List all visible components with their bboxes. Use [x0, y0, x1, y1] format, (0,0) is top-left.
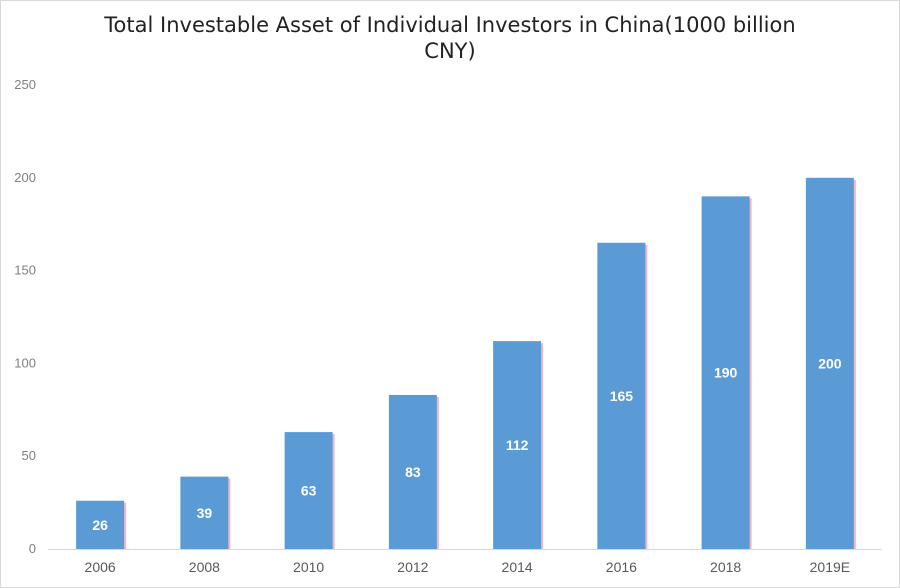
- x-tick-label: 2010: [293, 559, 324, 575]
- x-tick-label: 2016: [606, 559, 637, 575]
- chart-title: Total Investable Asset of Individual Inv…: [104, 13, 796, 63]
- bar: [284, 432, 333, 549]
- y-tick-label: 100: [14, 355, 36, 370]
- data-label: 190: [714, 365, 738, 381]
- data-label: 200: [818, 355, 842, 371]
- y-tick-label: 250: [14, 77, 36, 92]
- data-label: 112: [506, 437, 529, 453]
- data-label: 26: [92, 517, 108, 533]
- bar: [76, 500, 125, 549]
- x-tick-label: 2008: [189, 559, 220, 575]
- bar: [388, 394, 437, 549]
- data-label: 63: [301, 483, 317, 499]
- y-tick-label: 0: [29, 541, 36, 556]
- data-label: 165: [610, 388, 634, 404]
- x-tick-label: 2006: [85, 559, 116, 575]
- y-tick-label: 200: [14, 170, 36, 185]
- y-tick-label: 150: [14, 263, 36, 278]
- bar: [597, 242, 646, 549]
- bar: [805, 177, 854, 550]
- bar: [701, 196, 750, 550]
- bar: [180, 476, 229, 549]
- x-tick-label: 2014: [502, 559, 533, 575]
- x-tick-label: 2018: [710, 559, 741, 575]
- x-tick-label: 2019E: [810, 559, 850, 575]
- data-label: 39: [197, 505, 213, 521]
- data-label: 83: [405, 464, 421, 480]
- x-tick-label: 2012: [397, 559, 428, 575]
- bar: [493, 341, 542, 549]
- y-tick-label: 50: [22, 448, 36, 463]
